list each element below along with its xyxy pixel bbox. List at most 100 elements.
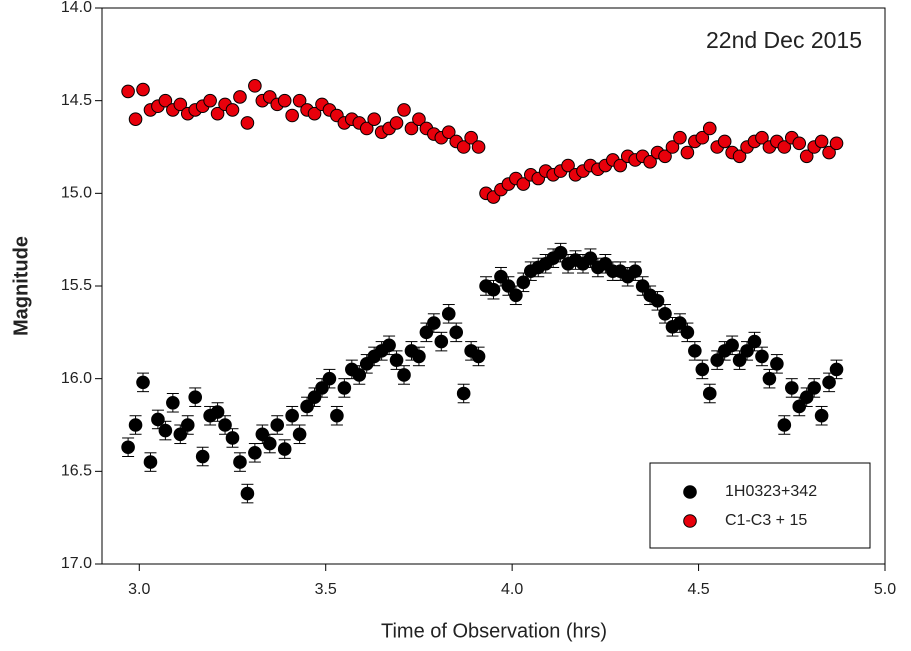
point bbox=[471, 140, 486, 154]
point bbox=[456, 386, 471, 401]
point bbox=[248, 446, 262, 460]
point bbox=[784, 381, 799, 395]
point bbox=[658, 149, 672, 164]
point bbox=[404, 121, 419, 136]
point bbox=[695, 362, 710, 377]
point bbox=[762, 371, 777, 386]
x-axis-title: Time of Observation (hrs) bbox=[381, 620, 607, 642]
chart-annotation: 22nd Dec 2015 bbox=[706, 27, 862, 53]
point bbox=[822, 145, 836, 160]
point bbox=[509, 288, 523, 303]
point bbox=[233, 90, 247, 104]
point bbox=[516, 275, 531, 290]
x-tick-label: 4.0 bbox=[501, 581, 523, 598]
point bbox=[665, 140, 680, 154]
point bbox=[382, 338, 396, 353]
y-tick-label: 15.5 bbox=[61, 277, 92, 294]
point bbox=[210, 106, 225, 121]
legend-marker bbox=[683, 485, 697, 499]
point bbox=[464, 130, 478, 145]
point bbox=[755, 349, 769, 364]
point bbox=[248, 79, 262, 93]
point bbox=[397, 103, 411, 117]
point bbox=[777, 140, 792, 154]
point bbox=[330, 408, 344, 423]
y-tick-label: 16.0 bbox=[61, 370, 92, 387]
point bbox=[158, 423, 173, 438]
point bbox=[613, 158, 628, 173]
point bbox=[121, 84, 135, 99]
point bbox=[210, 405, 225, 419]
point bbox=[777, 418, 792, 432]
point bbox=[441, 125, 456, 139]
point bbox=[188, 390, 203, 405]
point bbox=[814, 134, 829, 149]
point bbox=[240, 486, 255, 501]
point bbox=[680, 325, 695, 340]
point bbox=[471, 349, 486, 364]
point bbox=[702, 121, 717, 136]
point bbox=[173, 97, 188, 112]
point bbox=[307, 106, 322, 121]
x-tick-label: 3.5 bbox=[315, 581, 337, 598]
point bbox=[121, 440, 135, 455]
point bbox=[262, 436, 277, 451]
point bbox=[136, 82, 150, 97]
point bbox=[225, 103, 240, 117]
point bbox=[561, 158, 575, 173]
point bbox=[688, 344, 702, 358]
x-tick-label: 3.0 bbox=[128, 581, 150, 598]
point bbox=[770, 357, 784, 371]
point bbox=[516, 177, 531, 191]
point bbox=[456, 140, 471, 154]
point bbox=[285, 408, 299, 423]
y-tick-label: 17.0 bbox=[61, 555, 92, 572]
point bbox=[673, 130, 687, 145]
point bbox=[389, 116, 404, 130]
y-tick-label: 14.0 bbox=[61, 0, 92, 16]
legend-box bbox=[649, 462, 871, 549]
legend-label: C1-C3 + 15 bbox=[725, 512, 807, 529]
point bbox=[128, 112, 143, 126]
point bbox=[427, 316, 441, 330]
point bbox=[486, 282, 501, 297]
point bbox=[755, 130, 769, 145]
y-axis-title: Magnitude bbox=[10, 236, 32, 336]
point bbox=[292, 427, 307, 442]
point bbox=[277, 442, 292, 456]
point bbox=[695, 130, 710, 145]
point bbox=[441, 307, 456, 321]
point bbox=[717, 134, 732, 149]
point bbox=[151, 412, 165, 427]
point bbox=[412, 112, 426, 126]
point bbox=[367, 112, 381, 126]
point bbox=[650, 294, 665, 308]
point bbox=[195, 449, 210, 464]
point bbox=[389, 353, 404, 367]
point bbox=[233, 455, 247, 469]
point bbox=[680, 145, 695, 160]
plot-frame bbox=[101, 7, 886, 565]
point bbox=[628, 264, 642, 278]
point bbox=[658, 307, 672, 321]
point bbox=[807, 381, 821, 395]
point bbox=[799, 149, 814, 164]
point bbox=[412, 349, 426, 364]
point bbox=[702, 386, 717, 401]
point bbox=[322, 371, 337, 386]
y-tick-label: 14.5 bbox=[61, 92, 92, 109]
point bbox=[352, 368, 367, 382]
point bbox=[643, 155, 657, 169]
point bbox=[277, 93, 292, 108]
point bbox=[240, 116, 255, 130]
point bbox=[553, 245, 568, 260]
point bbox=[725, 338, 739, 353]
point bbox=[814, 408, 829, 423]
y-tick-label: 16.5 bbox=[61, 463, 92, 480]
point bbox=[397, 368, 411, 382]
point bbox=[792, 136, 807, 151]
point bbox=[732, 149, 747, 164]
x-tick-label: 4.5 bbox=[687, 581, 709, 598]
x-tick-label: 5.0 bbox=[874, 581, 896, 598]
